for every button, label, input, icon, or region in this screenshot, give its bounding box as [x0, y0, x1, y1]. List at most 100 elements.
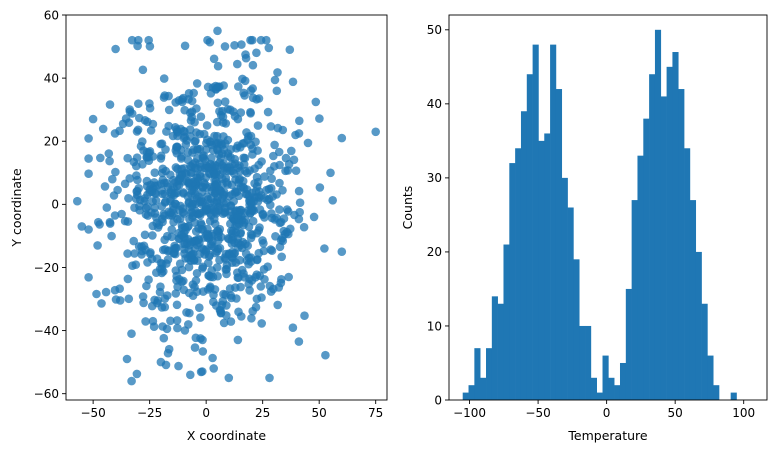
scatter-point: [184, 221, 193, 231]
scatter-point: [158, 175, 168, 185]
histogram-bar: [695, 251, 702, 400]
scatter-point: [240, 273, 249, 282]
scatter-point: [132, 171, 141, 180]
scatter-point: [138, 292, 148, 301]
scatter-point: [101, 287, 111, 297]
scatter-point: [217, 300, 227, 310]
scatter-point: [127, 329, 136, 339]
scatter-point: [328, 196, 338, 205]
scatter-point: [213, 98, 223, 108]
scatter-point: [124, 194, 133, 203]
scatter-y-tick-label: −60: [34, 387, 59, 401]
scatter-point: [198, 182, 208, 192]
scatter-point: [185, 214, 194, 224]
scatter-point: [237, 40, 246, 49]
scatter-y-tick-label: −20: [34, 261, 59, 275]
scatter-point: [211, 81, 220, 91]
histogram-bar: [713, 385, 720, 400]
scatter-point: [147, 301, 157, 311]
scatter-point: [164, 105, 174, 115]
scatter-point: [84, 273, 93, 282]
scatter-point: [240, 91, 249, 100]
scatter-point: [220, 42, 230, 51]
histogram-bar: [654, 29, 662, 401]
scatter-point: [220, 97, 230, 106]
scatter-point: [205, 37, 215, 47]
scatter-point: [145, 103, 155, 113]
scatter-point: [248, 306, 257, 316]
scatter-point: [138, 65, 148, 75]
scatter-point: [259, 239, 268, 248]
scatter-point: [215, 255, 224, 265]
scatter-point: [171, 199, 180, 209]
scatter-point: [260, 213, 269, 222]
scatter-point: [246, 107, 255, 117]
scatter-point: [195, 197, 205, 207]
scatter-point: [137, 242, 146, 251]
scatter-point: [321, 350, 330, 360]
scatter-point: [161, 145, 170, 154]
scatter-point: [273, 68, 282, 77]
histogram-y-tick-label: 40: [427, 97, 442, 111]
histogram-x-tick-label: −100: [453, 406, 486, 420]
scatter-point: [270, 75, 280, 85]
scatter-point: [220, 203, 230, 213]
scatter-point: [275, 178, 284, 188]
scatter-point: [241, 216, 250, 225]
scatter-point: [215, 170, 225, 179]
scatter-point: [288, 77, 298, 87]
scatter-point: [187, 179, 197, 188]
scatter-point: [315, 114, 324, 123]
scatter-point: [150, 168, 160, 177]
histogram-bar: [497, 303, 504, 400]
scatter-point: [132, 127, 142, 136]
histogram-bar: [573, 259, 580, 400]
scatter-point: [96, 153, 105, 163]
scatter-point: [153, 223, 163, 232]
scatter-point: [143, 211, 153, 220]
scatter-point: [73, 196, 82, 206]
histogram-axes-frame: [448, 14, 768, 401]
scatter-point: [195, 303, 204, 313]
scatter-point: [148, 316, 158, 326]
scatter-point: [160, 235, 169, 245]
scatter-point: [235, 255, 245, 265]
scatter-point: [171, 243, 181, 253]
scatter-point: [145, 42, 155, 51]
scatter-point: [156, 154, 166, 163]
histogram-bar: [526, 74, 533, 400]
scatter-point: [110, 285, 120, 295]
histogram-bar: [730, 392, 737, 400]
histogram-bar: [544, 133, 551, 400]
scatter-point: [219, 159, 228, 168]
histogram-bar: [619, 362, 627, 400]
scatter-point: [186, 370, 195, 380]
scatter-point: [179, 239, 188, 249]
scatter-point: [192, 287, 202, 297]
scatter-point: [84, 154, 93, 163]
histogram-bar: [631, 200, 638, 400]
scatter-x-tick-label: 50: [312, 406, 327, 420]
scatter-point: [171, 289, 181, 298]
scatter-point: [284, 229, 293, 239]
scatter-point: [162, 127, 171, 136]
scatter-point: [287, 146, 296, 156]
scatter-point: [241, 249, 251, 258]
histogram-bar: [643, 118, 650, 401]
scatter-point: [234, 191, 244, 201]
scatter-point: [153, 296, 163, 305]
scatter-point: [294, 186, 304, 196]
scatter-point: [141, 317, 150, 326]
scatter-point: [186, 108, 195, 118]
scatter-point: [213, 26, 222, 36]
scatter-point: [123, 249, 132, 258]
scatter-point: [117, 209, 126, 219]
scatter-point: [236, 228, 245, 237]
scatter-point: [219, 191, 228, 200]
scatter-point: [174, 96, 184, 105]
scatter-point: [243, 135, 252, 144]
scatter-point: [105, 219, 115, 228]
scatter-point: [115, 296, 125, 305]
histogram-x-tick-label: −50: [525, 406, 550, 420]
